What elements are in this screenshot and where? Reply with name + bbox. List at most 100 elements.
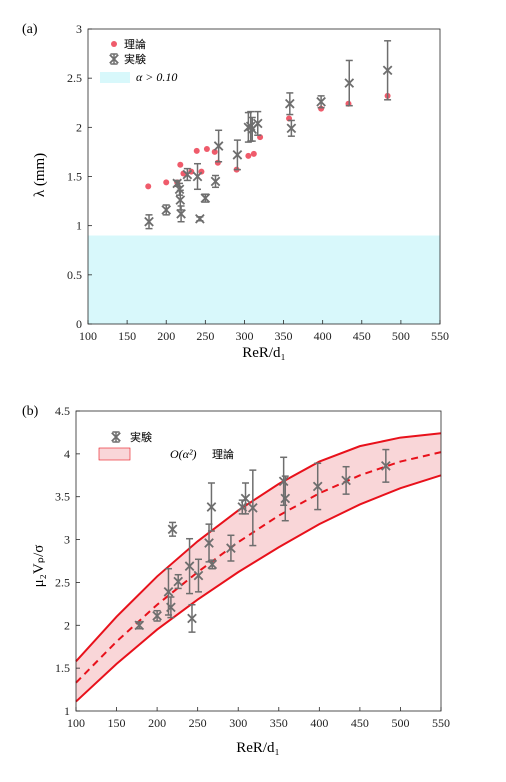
x-tick-label: 300 bbox=[235, 329, 253, 343]
x-tick-label: 400 bbox=[310, 716, 328, 730]
y-tick-label: 0 bbox=[76, 317, 82, 331]
x-marker-stroke bbox=[166, 602, 176, 613]
x-marker-stroke bbox=[226, 543, 236, 553]
experiment-point bbox=[175, 195, 186, 205]
legend-band-label-b: O(α²) bbox=[170, 447, 197, 461]
x-marker-stroke bbox=[144, 216, 154, 227]
x-tick-label: 450 bbox=[351, 716, 369, 730]
x-marker-stroke bbox=[167, 524, 178, 535]
ticks-a: 100 150 200 250 300 350 400 450 500 550 0 0.5 1 1.5 2 2… bbox=[67, 22, 449, 343]
x-marker-stroke bbox=[312, 481, 323, 492]
x-marker-stroke bbox=[176, 209, 186, 219]
experiment-point bbox=[226, 543, 236, 553]
experiment-point bbox=[184, 561, 195, 571]
x-marker-stroke bbox=[245, 121, 256, 132]
experiment-point bbox=[163, 587, 174, 597]
legend-x-marker bbox=[111, 432, 121, 442]
theory-point bbox=[177, 161, 184, 168]
theory-point bbox=[203, 145, 210, 152]
x-marker-stroke bbox=[173, 576, 184, 587]
experiment-point bbox=[207, 559, 218, 570]
x-marker-stroke bbox=[161, 205, 172, 215]
legend-a: 理論 実験 α > 0.10 bbox=[99, 33, 201, 88]
x-marker-stroke bbox=[134, 620, 145, 631]
x-marker-stroke bbox=[204, 538, 214, 548]
chart-b: (b) 100 150 200 250 300 350 400 450 500 550 1 1.5 2 2… bbox=[22, 404, 450, 756]
y-axis-label-b: μ₂Vₚ/σ bbox=[31, 545, 47, 588]
y-tick-label: 4.5 bbox=[55, 404, 70, 418]
y-tick-label: 4 bbox=[64, 447, 70, 461]
x-marker-stroke bbox=[278, 476, 289, 487]
experiment-point bbox=[381, 461, 391, 471]
y-tick-label: 3.5 bbox=[55, 490, 70, 504]
x-marker-stroke bbox=[286, 123, 297, 134]
legend-experiment-marker-b bbox=[111, 431, 121, 443]
x-marker-stroke bbox=[163, 587, 174, 597]
x-tick-label: 200 bbox=[148, 716, 166, 730]
experiment-point bbox=[144, 216, 154, 227]
experiment-point bbox=[161, 205, 172, 215]
x-marker-stroke bbox=[341, 475, 351, 486]
x-marker-stroke bbox=[184, 561, 195, 571]
experiment-point bbox=[166, 602, 176, 613]
x-marker-stroke bbox=[284, 98, 295, 109]
experiment-point bbox=[316, 96, 326, 107]
x-tick-label: 150 bbox=[118, 329, 136, 343]
x-marker-stroke bbox=[175, 195, 186, 205]
y-tick-label: 1 bbox=[76, 219, 82, 233]
panel-label-b: (b) bbox=[22, 404, 39, 419]
x-axis-label-b: ReR/d₁ bbox=[236, 740, 280, 756]
y-tick-label: 3 bbox=[64, 533, 70, 547]
experiment-point bbox=[134, 620, 145, 631]
experiment-point bbox=[204, 538, 214, 548]
experiment-point bbox=[167, 524, 178, 535]
x-tick-label: 150 bbox=[108, 716, 126, 730]
theory-point bbox=[145, 183, 152, 190]
experiment-point bbox=[284, 98, 295, 109]
x-tick-label: 550 bbox=[431, 329, 449, 343]
theory-point bbox=[214, 159, 221, 166]
x-tick-label: 400 bbox=[314, 329, 332, 343]
x-tick-label: 100 bbox=[67, 716, 85, 730]
y-axis-label-a: λ (mm) bbox=[32, 153, 48, 197]
experiment-point bbox=[240, 493, 251, 504]
x-marker-stroke bbox=[111, 432, 121, 442]
experiment-point bbox=[278, 476, 289, 487]
x-marker-stroke bbox=[381, 461, 391, 471]
legend-band-label: α > 0.10 bbox=[136, 70, 177, 84]
y-tick-label: 2 bbox=[76, 120, 82, 134]
x-marker-stroke bbox=[252, 118, 263, 129]
experiment-point bbox=[247, 503, 258, 513]
upper-bound-curve bbox=[75, 432, 442, 662]
legend-band-swatch-b bbox=[98, 447, 131, 461]
experiment-point bbox=[152, 611, 162, 621]
legend-theory-label: 理論 bbox=[124, 37, 146, 51]
x-marker-stroke bbox=[195, 213, 205, 224]
theory-band bbox=[76, 433, 441, 702]
legend-experiment-marker bbox=[109, 53, 119, 65]
x-marker-stroke bbox=[109, 54, 119, 64]
experiment-point bbox=[312, 481, 323, 492]
x-marker-stroke bbox=[207, 559, 218, 570]
panel-label-a: (a) bbox=[22, 22, 38, 37]
x-tick-label: 550 bbox=[432, 716, 450, 730]
x-marker-stroke bbox=[182, 169, 193, 180]
experiment-point bbox=[206, 502, 217, 512]
legend-b: 実験 O(α²) 理論 bbox=[98, 430, 234, 461]
y-tick-label: 1.5 bbox=[55, 661, 70, 675]
y-tick-label: 2.5 bbox=[55, 575, 70, 589]
x-marker-stroke bbox=[280, 493, 291, 504]
x-marker-stroke bbox=[206, 502, 217, 512]
experiment-point bbox=[174, 184, 185, 195]
y-tick-label: 1.5 bbox=[67, 170, 82, 184]
y-tick-label: 3 bbox=[76, 22, 82, 36]
marks-a bbox=[144, 40, 393, 230]
experiment-point bbox=[341, 475, 351, 486]
theory-point bbox=[245, 152, 252, 159]
axes-frame-b bbox=[75, 410, 442, 712]
experiment-point bbox=[192, 171, 203, 182]
theory-point bbox=[163, 179, 170, 186]
x-marker-stroke bbox=[240, 493, 251, 504]
x-marker-stroke bbox=[174, 184, 185, 195]
experiment-point bbox=[382, 65, 393, 76]
